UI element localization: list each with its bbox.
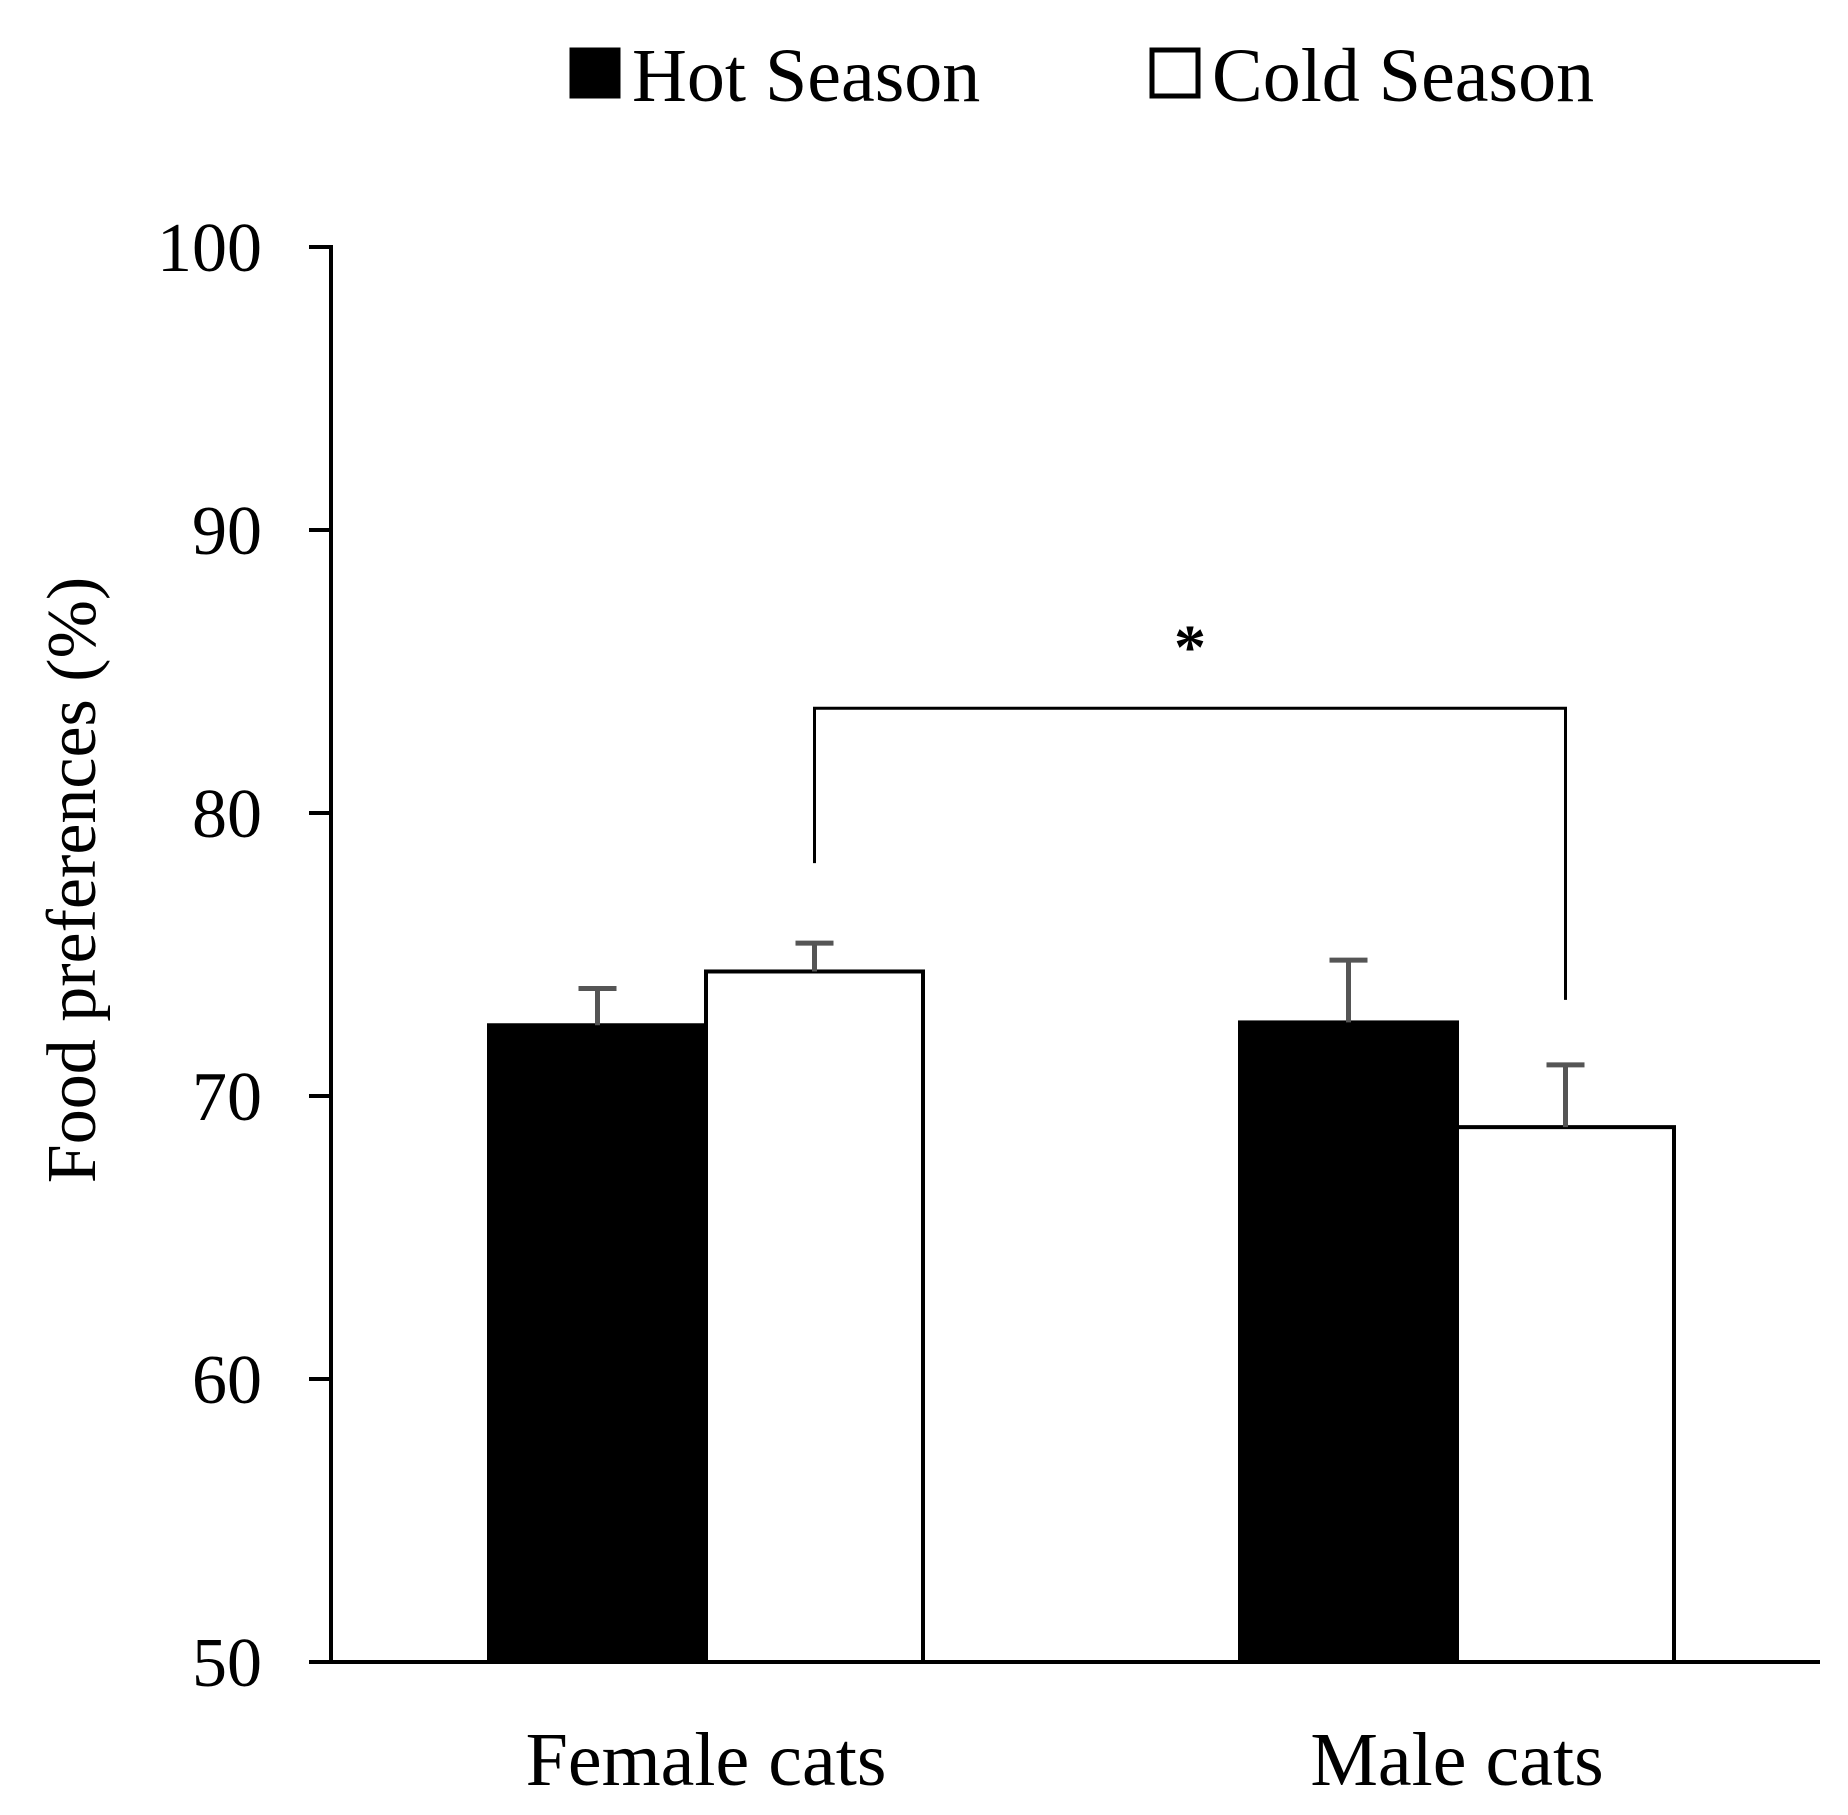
annotations: * xyxy=(813,611,1567,1000)
legend-hot-season-label: Hot Season xyxy=(632,34,980,118)
bar-cold-female xyxy=(704,969,925,1664)
y-tick-label: 50 xyxy=(192,1625,262,1702)
bar-cold-male xyxy=(1455,1125,1676,1664)
bar-hot-male xyxy=(1238,1020,1459,1664)
y-tick-label: 60 xyxy=(192,1342,262,1419)
y-axis-title: Food preferences (%) xyxy=(34,577,111,1183)
bars xyxy=(487,969,1676,1664)
legend-cold-season-label: Cold Season xyxy=(1212,34,1594,118)
axes: 50 60 70 80 90 100 Female cats Male cats xyxy=(157,210,1820,1802)
significance-marker: * xyxy=(1174,611,1206,682)
y-tick-label: 70 xyxy=(192,1059,262,1136)
legend: Hot Season Cold Season xyxy=(569,34,1594,118)
y-tick-label: 100 xyxy=(157,210,262,287)
y-tick-label: 90 xyxy=(192,493,262,570)
significance-bracket xyxy=(813,706,1567,1000)
bar-hot-female xyxy=(487,1023,708,1664)
error-bars xyxy=(578,940,1585,1128)
legend-hot-season-swatch xyxy=(569,47,621,99)
y-tick-label: 80 xyxy=(192,776,262,853)
legend-cold-season-swatch xyxy=(1149,47,1201,99)
x-category-label: Male cats xyxy=(1310,1718,1603,1802)
x-category-label: Female cats xyxy=(526,1718,887,1802)
